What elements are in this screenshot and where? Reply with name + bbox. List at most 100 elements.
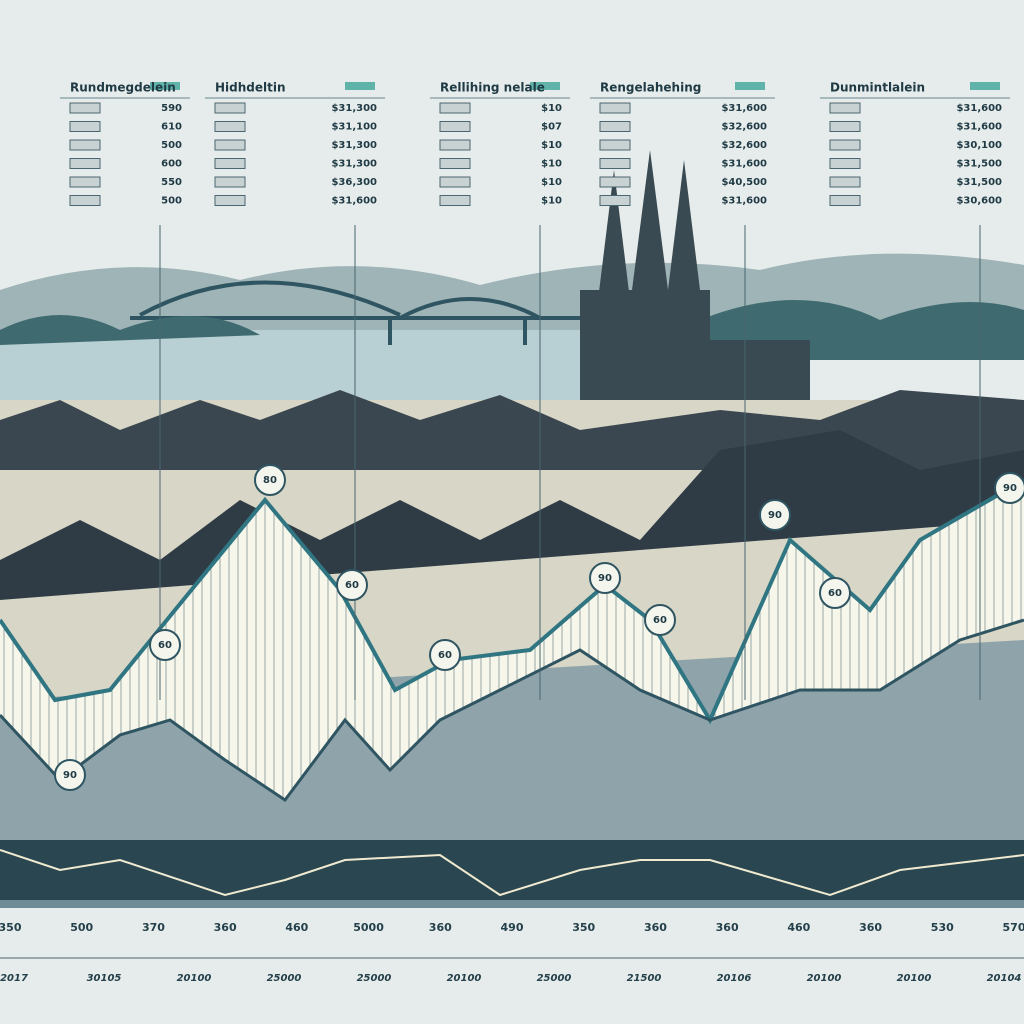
table-value: $30,600	[956, 196, 1002, 207]
row-box	[69, 195, 101, 206]
row-box	[599, 195, 631, 206]
marker-label: 90	[598, 573, 612, 584]
row-box	[599, 158, 631, 169]
bottom-band	[0, 840, 1024, 900]
row-box	[829, 158, 861, 169]
marker-label: 90	[1003, 483, 1017, 494]
table-value: 550	[161, 177, 182, 188]
table-title: Hidhdeltin	[215, 81, 286, 95]
axis-area	[0, 908, 1024, 1024]
row-box	[214, 176, 246, 188]
row-box	[69, 102, 101, 114]
marker-bubble	[759, 499, 791, 531]
marker-label: 80	[263, 475, 277, 486]
marker-label: 60	[653, 615, 667, 626]
header-chip	[345, 82, 375, 90]
table-value: $31,600	[721, 196, 767, 207]
table-value: $10	[541, 103, 562, 114]
marker-label: 60	[345, 580, 359, 591]
row-box	[599, 176, 631, 188]
table-value: $10	[541, 159, 562, 170]
marker-label: 60	[158, 640, 172, 651]
year-label: 20100	[177, 973, 212, 984]
band-line	[0, 849, 1024, 897]
table-value: $31,500	[956, 159, 1002, 170]
row-box	[214, 139, 246, 151]
marker-bubble	[589, 562, 621, 594]
table-title: Rundmegdelein	[70, 81, 176, 95]
year-label: 2017	[0, 973, 28, 984]
table-value: $31,300	[331, 103, 377, 114]
year-label: 20100	[447, 973, 482, 984]
marker-label: 90	[63, 770, 77, 781]
header-chip	[970, 82, 1000, 90]
axis-label: 460	[787, 921, 810, 934]
axis-label: 350	[572, 921, 595, 934]
row-box	[829, 121, 861, 132]
marker-bubble	[336, 569, 368, 601]
table-value: 500	[161, 140, 182, 151]
lower-line	[0, 618, 1024, 803]
row-box	[214, 158, 246, 169]
year-label: 25000	[537, 973, 572, 984]
year-label: 20100	[897, 973, 932, 984]
axis-label: 570	[1003, 921, 1024, 934]
axis-label: 370	[142, 921, 165, 934]
header-chip	[530, 82, 560, 90]
row-box	[599, 121, 631, 132]
row-box	[439, 121, 471, 132]
table-value: $10	[541, 177, 562, 188]
row-box	[69, 176, 101, 188]
year-label: 21500	[627, 973, 662, 984]
table-value: $10	[541, 140, 562, 151]
tick-strip	[0, 900, 1024, 908]
row-box	[829, 139, 861, 151]
marker-bubble	[644, 604, 676, 636]
table-value: $31,600	[721, 103, 767, 114]
row-box	[214, 195, 246, 206]
marker-bubble	[819, 577, 851, 609]
axis-label: 360	[214, 921, 237, 934]
row-box	[69, 121, 101, 132]
marker-bubble	[994, 472, 1024, 504]
table-value: $31,300	[331, 140, 377, 151]
marker-label: 60	[828, 588, 842, 599]
table-value: 600	[161, 159, 182, 170]
table-title: Dunmintlalein	[830, 81, 925, 95]
axis-label: 530	[931, 921, 954, 934]
row-box	[829, 102, 861, 114]
table-value: $31,600	[721, 159, 767, 170]
marker-bubble	[54, 759, 86, 791]
table-value: $36,300	[331, 177, 377, 188]
row-box	[214, 121, 246, 132]
table-value: $10	[541, 196, 562, 207]
row-box	[439, 139, 471, 151]
table-value: $40,500	[721, 177, 767, 188]
row-box	[829, 176, 861, 188]
row-box	[439, 176, 471, 188]
table-value: $31,600	[956, 122, 1002, 133]
row-box	[599, 102, 631, 114]
axis-label: 360	[644, 921, 667, 934]
axis-label: 350	[0, 921, 22, 934]
axis-label: 5000	[353, 921, 384, 934]
axis-label: 360	[429, 921, 452, 934]
marker-bubble	[429, 639, 461, 671]
row-box	[599, 139, 631, 151]
year-label: 20104	[987, 973, 1022, 984]
table-value: 610	[161, 122, 182, 133]
header-chip	[735, 82, 765, 90]
table-value: $30,100	[956, 140, 1002, 151]
table-value: $31,300	[331, 159, 377, 170]
table-value: $31,600	[331, 196, 377, 207]
year-label: 30105	[87, 973, 122, 984]
row-box	[214, 102, 246, 114]
table-title: Rengelahehing	[600, 81, 701, 95]
year-label: 20100	[807, 973, 842, 984]
marker-bubble	[254, 464, 286, 496]
table-value: $31,100	[331, 122, 377, 133]
row-box	[439, 102, 471, 114]
marker-label: 60	[438, 650, 452, 661]
